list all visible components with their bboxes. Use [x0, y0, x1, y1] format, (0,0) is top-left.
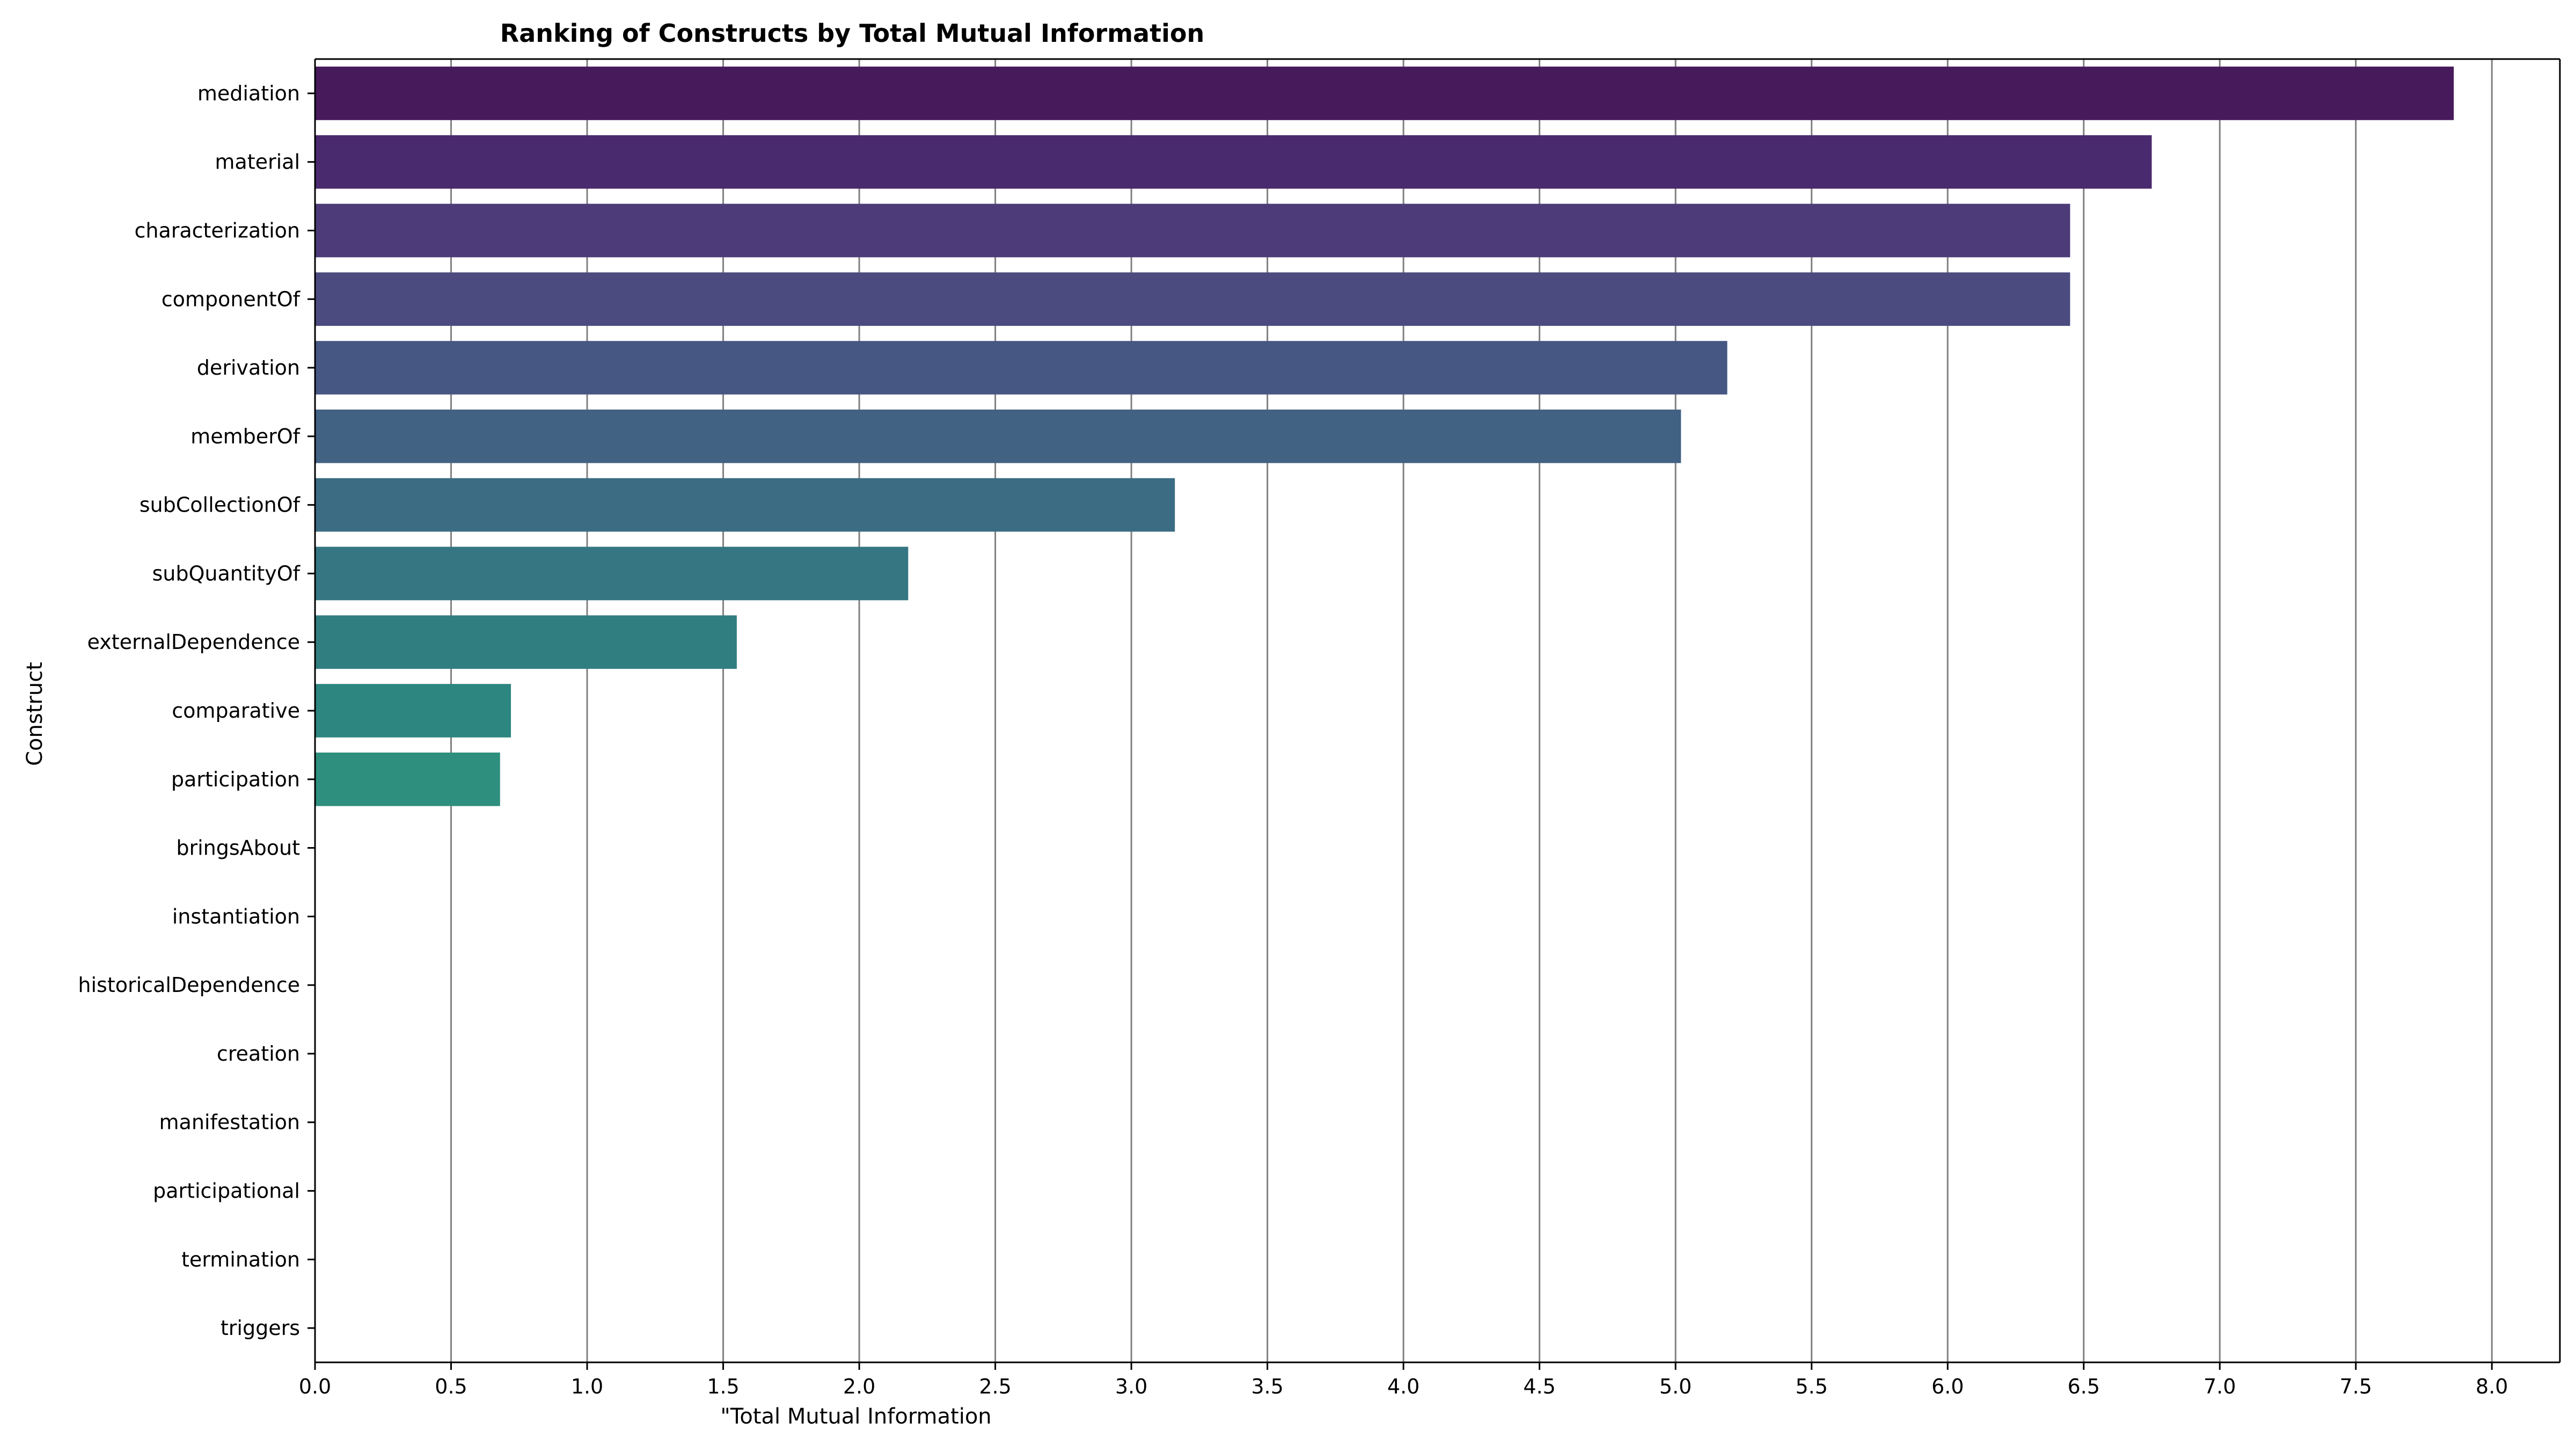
bar-material	[315, 135, 2152, 189]
x-tick-label: 7.0	[2204, 1375, 2236, 1398]
y-tick-label-triggers: triggers	[221, 1316, 300, 1340]
y-tick-label-historicalDependence: historicalDependence	[78, 973, 300, 997]
x-tick-label: 8.0	[2476, 1375, 2508, 1398]
y-tick-label-subCollectionOf: subCollectionOf	[140, 493, 301, 517]
x-tick-label: 3.0	[1115, 1375, 1147, 1398]
chart-title: Ranking of Constructs by Total Mutual In…	[500, 19, 1204, 48]
y-tick-label-characterization: characterization	[134, 218, 300, 242]
bar-characterization	[315, 203, 2070, 258]
bar-subCollectionOf	[315, 478, 1175, 532]
x-tick-label: 7.5	[2340, 1375, 2372, 1398]
y-tick-label-subQuantityOf: subQuantityOf	[152, 561, 301, 585]
axes: 0.0 0.5 1.0 1.5 2.0 2.5 3.0 3.5 4.0 4.5 5.0 5.5 6.0 6…	[78, 58, 2561, 1398]
y-tick-label-memberOf: memberOf	[191, 425, 301, 448]
x-tick-label: 5.0	[1659, 1375, 1692, 1398]
x-tick-label: 4.0	[1387, 1375, 1419, 1398]
bars	[315, 67, 2454, 806]
x-axis-label: "Total Mutual Information	[720, 1404, 991, 1429]
y-tick-label-termination: termination	[181, 1247, 300, 1271]
x-tick-label: 0.0	[299, 1375, 331, 1398]
bar-derivation	[315, 341, 1728, 395]
y-tick-label-manifestation: manifestation	[159, 1111, 300, 1134]
x-tick-label: 2.5	[979, 1375, 1011, 1398]
x-tick-label: 5.5	[1795, 1375, 1827, 1398]
bar-componentOf	[315, 272, 2070, 326]
y-tick-label-instantiation: instantiation	[172, 904, 300, 928]
x-tick-label: 3.5	[1251, 1375, 1283, 1398]
y-tick-label-material: material	[215, 150, 300, 174]
x-tick-label: 1.0	[571, 1375, 603, 1398]
bar-participation	[315, 752, 500, 806]
bar-comparative	[315, 684, 511, 738]
bar-externalDependence	[315, 615, 737, 669]
x-tick-label: 2.0	[843, 1375, 875, 1398]
y-tick-label-participation: participation	[171, 768, 300, 791]
x-tick-label: 4.5	[1523, 1375, 1555, 1398]
y-tick-label-comparative: comparative	[172, 699, 300, 723]
y-tick-label-externalDependence: externalDependence	[87, 630, 300, 654]
x-tick-label: 0.5	[435, 1375, 467, 1398]
x-tick-label: 6.5	[2067, 1375, 2099, 1398]
y-tick-label-componentOf: componentOf	[162, 287, 301, 311]
bar-memberOf	[315, 410, 1681, 463]
y-tick-label-creation: creation	[217, 1042, 300, 1066]
x-tick-label: 6.0	[1931, 1375, 1964, 1398]
y-tick-label-mediation: mediation	[197, 82, 300, 105]
y-tick-label-bringsAbout: bringsAbout	[176, 836, 300, 860]
y-tick-label-derivation: derivation	[197, 356, 300, 380]
bar-subQuantityOf	[315, 546, 909, 601]
y-axis-label: Construct	[23, 662, 47, 766]
bar-mediation	[315, 67, 2454, 120]
y-tick-label-participational: participational	[153, 1179, 300, 1203]
x-tick-label: 1.5	[707, 1375, 739, 1398]
